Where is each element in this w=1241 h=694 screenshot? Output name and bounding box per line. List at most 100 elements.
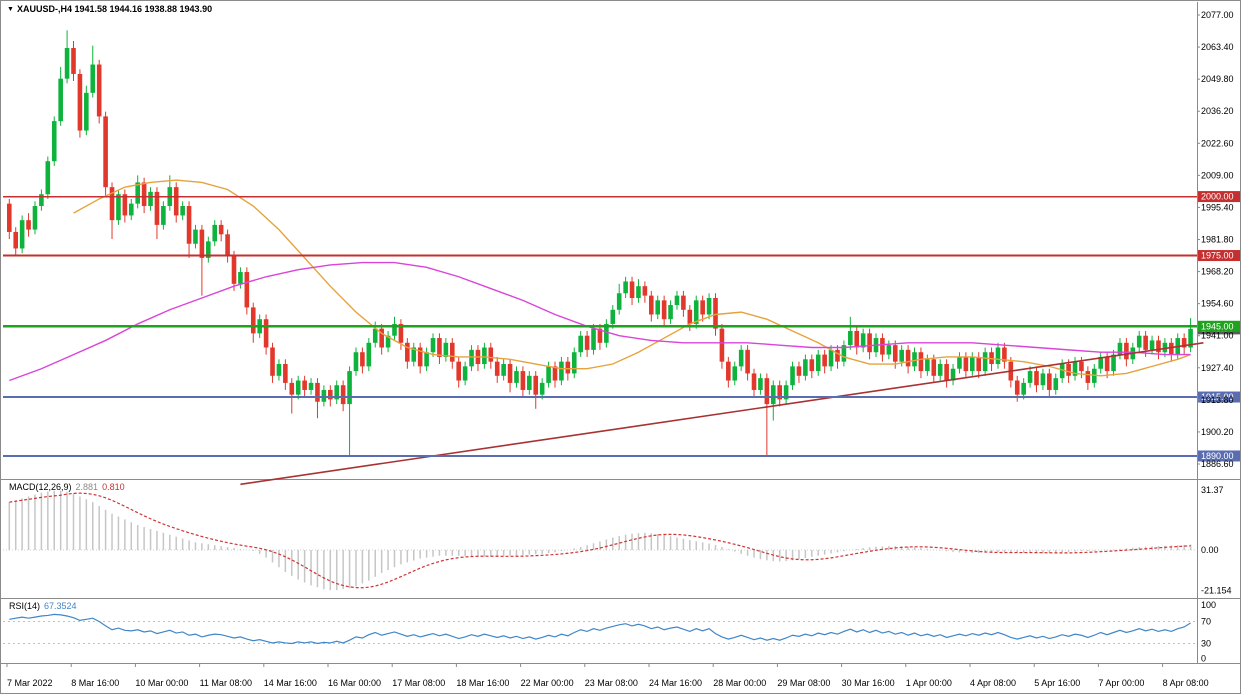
time-label: 16 Mar 00:00 [328, 678, 381, 688]
rsi-axis-label: 70 [1201, 617, 1211, 627]
chart-objects[interactable] [3, 195, 1204, 486]
time-label: 14 Mar 16:00 [264, 678, 317, 688]
candle [206, 236, 211, 263]
candle-body [449, 342, 455, 362]
candle-body [931, 359, 937, 376]
candle [597, 323, 603, 350]
candle [559, 356, 564, 386]
candle [822, 349, 827, 374]
candle-body [642, 286, 648, 296]
time-axis[interactable]: 7 Mar 2022 8 Mar 16:00 10 Mar 00:00 11 Mar … [6, 664, 1209, 688]
candle [225, 229, 230, 263]
candle-body [71, 48, 76, 74]
candle-body [488, 347, 494, 362]
candle [347, 366, 352, 456]
candle-body [700, 300, 705, 315]
candle [976, 352, 982, 379]
candle-body [1111, 354, 1116, 372]
macd-axis-label: -21.154 [1201, 585, 1232, 595]
candle [655, 295, 661, 320]
candle-body [629, 281, 635, 298]
candle [681, 290, 686, 317]
candle [161, 201, 166, 230]
candle [135, 175, 140, 209]
candle-body [398, 323, 404, 343]
candle [514, 366, 519, 388]
rsi-axis-label: 0 [1201, 654, 1206, 664]
candle [854, 326, 860, 355]
candle [1002, 342, 1007, 369]
candle-body [321, 389, 327, 402]
macd-signal-line [9, 492, 1191, 589]
time-label: 24 Mar 16:00 [649, 678, 702, 688]
candle-body [32, 206, 38, 230]
candle-body [623, 281, 628, 294]
price-axis[interactable]: 1943.902000.001975.001945.001915.001890.… [1197, 10, 1241, 469]
candle [796, 361, 802, 383]
candle [122, 189, 128, 223]
candle-body [161, 206, 166, 225]
candle [616, 283, 622, 315]
candle-body [128, 203, 134, 216]
candle-body [148, 191, 153, 207]
candle [244, 267, 250, 315]
candle [578, 330, 583, 357]
candle [668, 300, 673, 324]
candle-body [7, 203, 12, 232]
macd-panel: 31.37 0.00 -21.154 [3, 485, 1232, 595]
candle [1117, 338, 1123, 360]
candle [604, 319, 609, 348]
candle [417, 342, 423, 374]
candle-body [212, 224, 218, 242]
candle [96, 59, 102, 124]
candle-body [995, 347, 1001, 365]
price-tag-2000.00 [1198, 191, 1240, 203]
candle-body [250, 307, 256, 334]
candle-body [405, 342, 410, 362]
candle [199, 224, 205, 296]
candle [1149, 335, 1155, 355]
candle [661, 295, 667, 327]
candle [591, 323, 596, 355]
candle-body [1027, 371, 1033, 383]
time-label: 8 Apr 08:00 [1163, 678, 1209, 688]
candle-body [880, 338, 885, 355]
candle [950, 364, 956, 386]
trendline[interactable] [240, 341, 1204, 486]
symbol-dropdown-icon[interactable]: ▼ [7, 6, 14, 13]
candle-body [520, 371, 526, 390]
candle [186, 201, 192, 258]
candle-body [604, 323, 609, 343]
time-label: 5 Apr 16:00 [1034, 678, 1080, 688]
candle [430, 333, 436, 357]
candle-body [443, 342, 449, 357]
candle-body [276, 364, 282, 376]
price-tag-label: 1915.00 [1201, 392, 1234, 402]
candle [1111, 349, 1116, 376]
candle [13, 227, 19, 256]
rsi-name: RSI(14) [9, 601, 41, 611]
time-label: 1 Apr 00:00 [906, 678, 952, 688]
price-tag-1890.00 [1198, 450, 1240, 462]
candle [1047, 368, 1052, 398]
candle [437, 333, 442, 365]
candle-body [1072, 361, 1078, 376]
candle-body [103, 116, 108, 188]
candle [1027, 366, 1033, 388]
candle [719, 323, 725, 369]
candle-body [90, 64, 96, 93]
candle [276, 359, 282, 381]
candle-body [1124, 342, 1129, 360]
candle [1008, 356, 1014, 388]
candle-body [84, 92, 89, 131]
rsi-value: 67.3524 [44, 601, 77, 611]
candle-body [552, 366, 558, 381]
candlesticks [7, 30, 1193, 456]
candle-body [815, 354, 821, 372]
candle-body [745, 349, 750, 374]
candle-body [668, 305, 673, 320]
candle [250, 302, 256, 343]
candle [758, 373, 763, 395]
price-tag-1915.00 [1198, 391, 1240, 403]
